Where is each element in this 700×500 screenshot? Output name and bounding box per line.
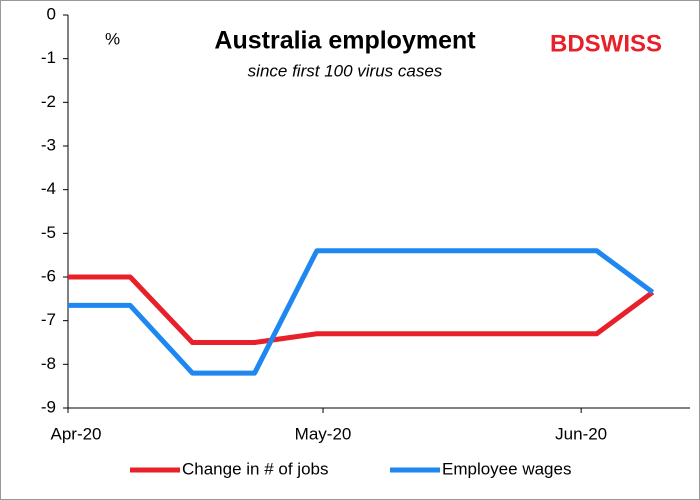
y-unit: %: [105, 29, 120, 48]
y-tick-label: 0: [47, 4, 56, 23]
y-tick-label: -7: [41, 310, 56, 329]
series-line: [68, 274, 655, 345]
y-tick-label: -9: [41, 397, 56, 416]
y-tick-label: -3: [41, 135, 56, 154]
y-tick-label: -8: [41, 354, 56, 373]
chart-title: Australia employment: [214, 27, 476, 55]
y-tick-label: -4: [41, 179, 56, 198]
brand-logo: BDSWISS: [550, 30, 662, 57]
legend-label: Employee wages: [442, 459, 571, 478]
x-tick-label: May-20: [295, 424, 352, 443]
x-tick-label: Apr-20: [50, 424, 101, 443]
y-tick-label: -1: [41, 48, 56, 67]
chart-subtitle: since first 100 virus cases: [248, 61, 443, 80]
y-tick-label: -5: [41, 223, 56, 242]
x-tick-label: Jun-20: [555, 424, 607, 443]
series-line: [68, 248, 655, 376]
legend-label: Change in # of jobs: [182, 459, 329, 478]
y-tick-label: -2: [41, 92, 56, 111]
y-tick-label: -6: [41, 266, 56, 285]
